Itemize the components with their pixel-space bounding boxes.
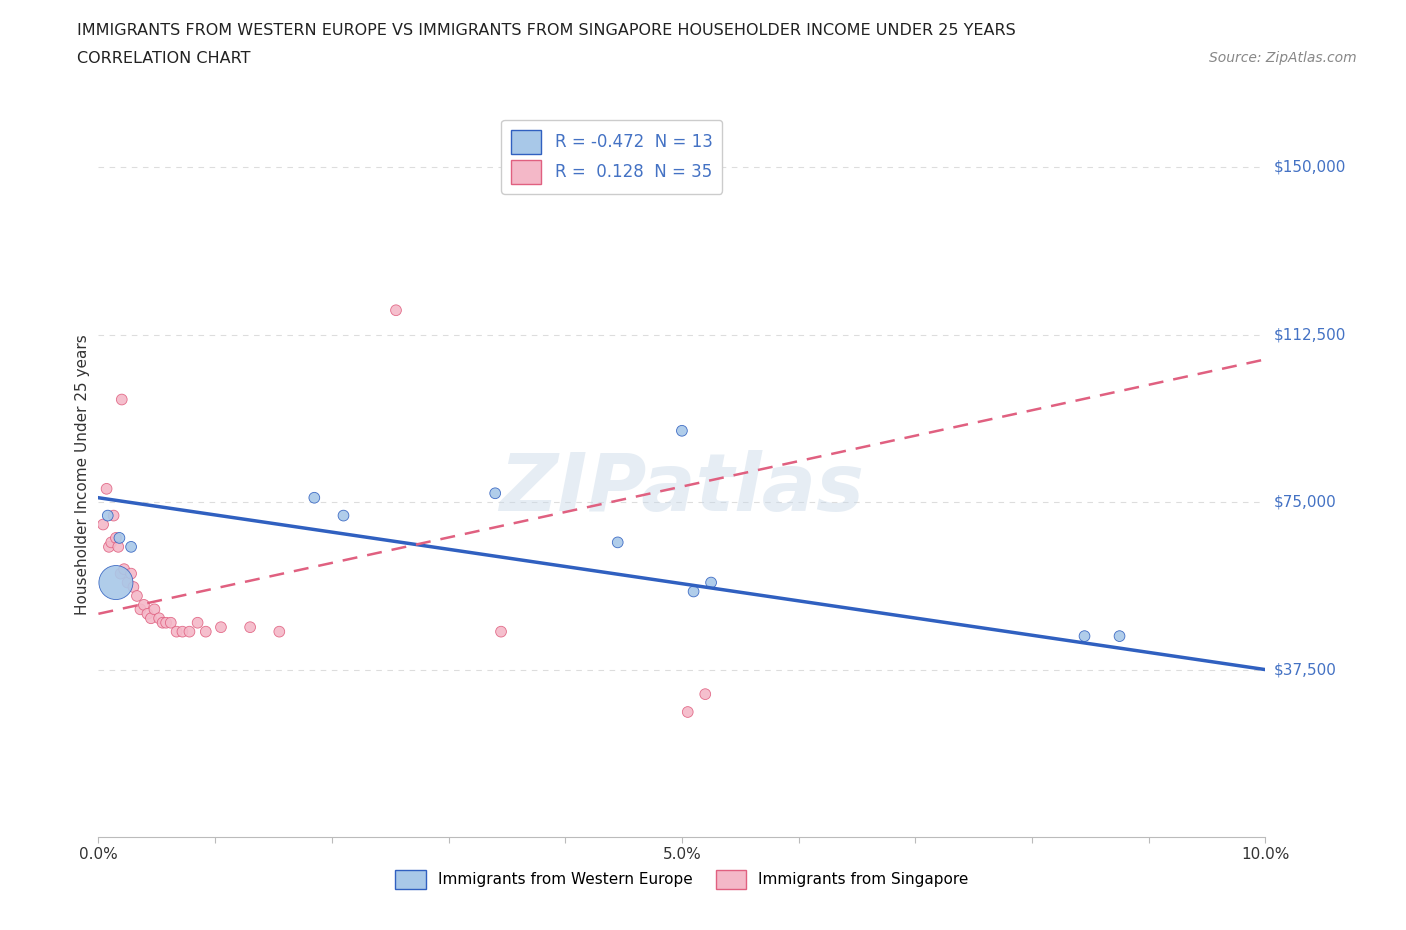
Point [187, 616, 209, 631]
Point [110, 566, 132, 581]
Point [484, 485, 506, 500]
Text: $75,000: $75,000 [1274, 495, 1337, 510]
Point [489, 624, 512, 639]
Point [179, 624, 201, 639]
Point [239, 619, 262, 634]
Point [132, 597, 155, 612]
Point [700, 575, 723, 590]
Point [91, 517, 114, 532]
Point [100, 535, 122, 550]
Legend: Immigrants from Western Europe, Immigrants from Singapore: Immigrants from Western Europe, Immigran… [389, 864, 974, 895]
Point [129, 602, 152, 617]
Point [194, 624, 217, 639]
Text: $150,000: $150,000 [1274, 160, 1346, 175]
Text: $112,500: $112,500 [1274, 327, 1346, 342]
Y-axis label: Householder Income Under 25 years: Householder Income Under 25 years [75, 334, 90, 615]
Point [332, 508, 354, 523]
Point [96, 482, 118, 497]
Point [107, 539, 129, 554]
Point [148, 611, 170, 626]
Point [111, 392, 134, 407]
Point [152, 616, 174, 631]
Point [1108, 629, 1130, 644]
Point [104, 575, 127, 590]
Point [166, 624, 188, 639]
Point [172, 624, 194, 639]
Point [136, 606, 159, 621]
Text: $37,500: $37,500 [1274, 662, 1337, 677]
Text: Source: ZipAtlas.com: Source: ZipAtlas.com [1209, 51, 1357, 65]
Point [117, 575, 139, 590]
Point [97, 508, 120, 523]
Point [304, 490, 326, 505]
Point [108, 530, 131, 545]
Point [269, 624, 291, 639]
Point [209, 619, 232, 634]
Point [97, 539, 120, 554]
Point [671, 423, 693, 438]
Point [103, 508, 125, 523]
Point [120, 539, 142, 554]
Point [120, 566, 142, 581]
Point [1073, 629, 1095, 644]
Point [676, 705, 699, 720]
Point [122, 579, 145, 594]
Text: CORRELATION CHART: CORRELATION CHART [77, 51, 250, 66]
Point [139, 611, 162, 626]
Point [104, 530, 127, 545]
Point [682, 584, 704, 599]
Text: ZIPatlas: ZIPatlas [499, 450, 865, 528]
Point [155, 616, 177, 631]
Text: IMMIGRANTS FROM WESTERN EUROPE VS IMMIGRANTS FROM SINGAPORE HOUSEHOLDER INCOME U: IMMIGRANTS FROM WESTERN EUROPE VS IMMIGR… [77, 23, 1017, 38]
Point [385, 303, 408, 318]
Point [112, 562, 135, 577]
Point [125, 589, 148, 604]
Point [143, 602, 166, 617]
Point [159, 616, 181, 631]
Point [695, 686, 717, 701]
Point [606, 535, 628, 550]
